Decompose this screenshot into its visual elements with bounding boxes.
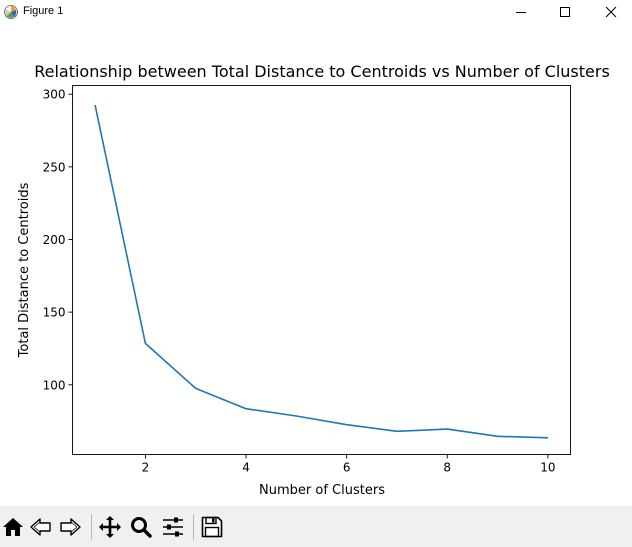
plot-frame <box>72 85 571 455</box>
window-title: Figure 1 <box>23 5 64 17</box>
matplotlib-icon <box>4 5 18 19</box>
x-axis-label: Number of Clusters <box>259 483 385 498</box>
close-icon <box>605 6 617 18</box>
zoom-button[interactable] <box>128 514 154 540</box>
pan-button[interactable] <box>97 514 123 540</box>
window-titlebar: Figure 1 <box>0 0 632 24</box>
home-icon <box>3 518 23 536</box>
x-tick-label: 6 <box>343 461 351 475</box>
forward-arrow-icon <box>60 518 81 536</box>
zoom-icon <box>131 517 152 538</box>
maximize-button[interactable] <box>542 0 588 24</box>
save-icon <box>201 516 223 538</box>
y-axis-label: Total Distance to Centroids <box>17 182 32 358</box>
y-tick-label: 300 <box>43 88 66 102</box>
close-button[interactable] <box>588 0 632 24</box>
chart-title: Relationship between Total Distance to C… <box>34 62 610 81</box>
y-tick-label: 250 <box>43 160 66 174</box>
x-tick-label: 8 <box>443 461 451 475</box>
toolbar-separator <box>91 514 92 540</box>
maximize-icon <box>560 7 570 17</box>
save-button[interactable] <box>199 514 225 540</box>
line-chart: Relationship between Total Distance to C… <box>17 62 610 498</box>
home-button[interactable] <box>0 514 26 540</box>
pan-icon <box>99 516 121 538</box>
navigation-toolbar <box>0 506 632 547</box>
configure-subplots-icon <box>163 517 183 537</box>
series-line <box>94 104 548 439</box>
back-arrow-icon <box>30 518 51 536</box>
minimize-button[interactable] <box>498 0 544 24</box>
forward-button[interactable] <box>57 514 83 540</box>
back-button[interactable] <box>28 514 54 540</box>
x-tick-label: 10 <box>540 461 555 475</box>
y-tick-label: 100 <box>43 378 66 392</box>
figure-canvas[interactable]: Relationship between Total Distance to C… <box>0 24 632 506</box>
minimize-icon <box>516 12 526 13</box>
toolbar-separator <box>193 514 194 540</box>
x-tick-label: 2 <box>142 461 150 475</box>
configure-subplots-button[interactable] <box>160 514 186 540</box>
y-tick-label: 150 <box>43 306 66 320</box>
x-tick-label: 4 <box>242 461 250 475</box>
y-tick-label: 200 <box>43 233 66 247</box>
